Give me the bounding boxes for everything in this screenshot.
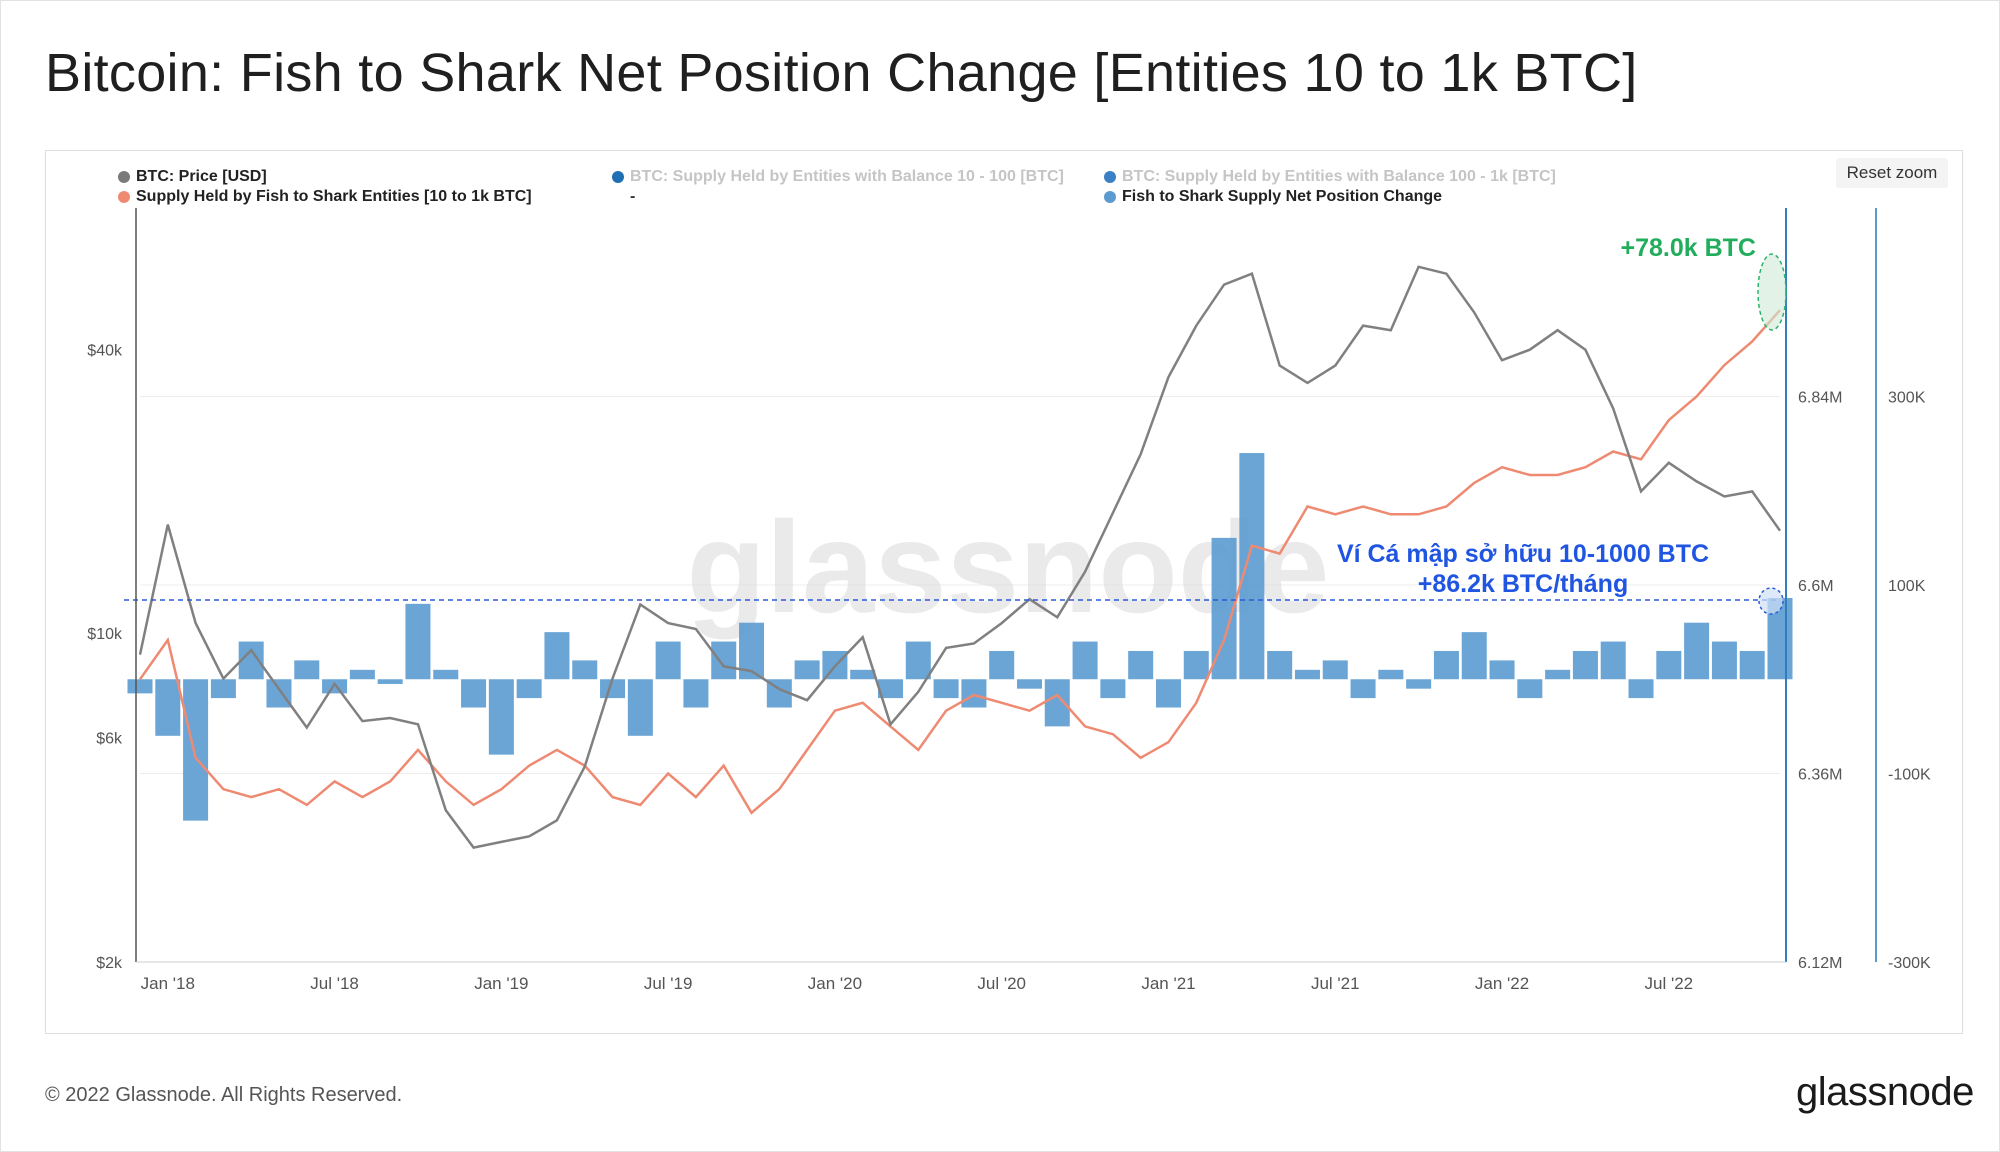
reset-zoom-button[interactable]: Reset zoom bbox=[1836, 158, 1948, 188]
legend-label: - bbox=[630, 188, 636, 205]
legend-dot-icon bbox=[612, 171, 624, 183]
legend-label: Fish to Shark Supply Net Position Change bbox=[1122, 188, 1443, 205]
legend-label: BTC: Supply Held by Entities with Balanc… bbox=[630, 168, 1064, 185]
legend-item-price[interactable]: BTC: Price [USD] bbox=[118, 168, 267, 186]
legend-label: BTC: Supply Held by Entities with Balanc… bbox=[1122, 168, 1556, 185]
legend-label: Supply Held by Fish to Shark Entities [1… bbox=[136, 188, 532, 205]
legend-item-supply-100-1k[interactable]: BTC: Supply Held by Entities with Balanc… bbox=[1104, 168, 1556, 186]
legend-dot-icon bbox=[1104, 191, 1116, 203]
legend-label: BTC: Price [USD] bbox=[136, 168, 267, 185]
legend-item-net-position-change[interactable]: Fish to Shark Supply Net Position Change bbox=[1104, 188, 1442, 206]
page-title: Bitcoin: Fish to Shark Net Position Chan… bbox=[45, 43, 1638, 103]
footer-copyright: © 2022 Glassnode. All Rights Reserved. bbox=[45, 1084, 403, 1106]
legend-item-supply-10-100[interactable]: BTC: Supply Held by Entities with Balanc… bbox=[612, 168, 1064, 186]
legend-dot-icon bbox=[118, 191, 130, 203]
legend-dot-icon bbox=[118, 171, 130, 183]
legend-dot-icon bbox=[1104, 171, 1116, 183]
footer-logo: glassnode bbox=[1796, 1070, 1974, 1114]
legend-item-fish-shark-supply[interactable]: Supply Held by Fish to Shark Entities [1… bbox=[118, 188, 532, 206]
legend-item-dash: - bbox=[630, 188, 635, 206]
chart-panel bbox=[45, 150, 1963, 1034]
